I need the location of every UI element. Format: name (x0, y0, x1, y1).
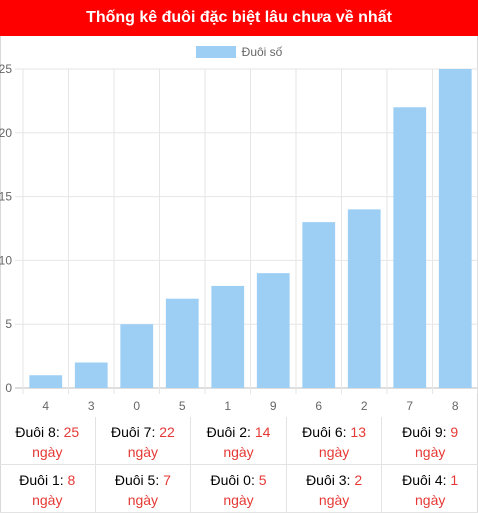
stat-label: Đuôi 0: (210, 472, 255, 488)
x-tick-label: 7 (406, 399, 413, 413)
x-tick-label: 2 (361, 399, 368, 413)
stat-label: Đuôi 8: (15, 424, 60, 440)
stat-value: 7 (163, 472, 171, 488)
x-tick-label: 5 (179, 399, 186, 413)
stat-cell: Đuôi 4: 1 ngày (382, 465, 478, 513)
stat-cell: Đuôi 0: 5 ngày (191, 465, 287, 513)
bar (347, 209, 381, 388)
stat-cell: Đuôi 5: 7 ngày (95, 465, 192, 513)
stat-cell: Đuôi 3: 2 ngày (286, 465, 383, 513)
stat-value: 2 (354, 472, 363, 488)
bar (302, 222, 336, 388)
stat-cell: Đuôi 1: 8 ngày (0, 465, 96, 513)
bar-chart: 0 5 10 15 20 25 4 3 0 5 1 9 6 2 7 8 (0, 62, 478, 413)
stat-cell: Đuôi 6: 13 ngày (286, 417, 383, 465)
stat-value: 25 (63, 424, 80, 440)
bar (393, 107, 427, 388)
bar (74, 362, 108, 388)
stat-unit: ngày (32, 492, 63, 508)
stat-value: 1 (450, 472, 459, 488)
stat-cell: Đuôi 2: 14 ngày (191, 417, 287, 465)
stat-label: Đuôi 7: (110, 424, 156, 440)
bar (211, 285, 245, 388)
x-tick-label: 3 (88, 399, 95, 413)
stat-value: 22 (159, 424, 175, 440)
bar (438, 69, 472, 388)
y-tick-label: 5 (5, 317, 12, 331)
stat-cell: Đuôi 8: 25 ngày (0, 417, 96, 465)
stat-value: 9 (450, 424, 459, 440)
y-tick-label: 0 (5, 381, 12, 395)
x-tick-label: 8 (452, 399, 459, 413)
chart-header: Thống kê đuôi đặc biệt lâu chưa về nhất (0, 0, 478, 36)
stat-label: Đuôi 2: (206, 424, 251, 440)
stat-unit: ngày (318, 492, 350, 508)
x-tick-label: 4 (42, 399, 49, 413)
stat-label: Đuôi 5: (114, 472, 160, 488)
bar (256, 273, 290, 388)
stat-unit: ngày (415, 444, 446, 460)
stat-unit: ngày (318, 444, 350, 460)
stat-unit: ngày (223, 444, 254, 460)
y-tick-label: 15 (0, 190, 12, 204)
legend-swatch (195, 46, 236, 58)
legend-label: Đuôi số (241, 45, 283, 59)
stats-table: Đuôi 8: 25 ngày Đuôi 7: 22 ngày Đuôi 2: 14… (0, 417, 478, 513)
stat-unit: ngày (127, 492, 159, 508)
stat-unit: ngày (415, 492, 446, 508)
stat-label: Đuôi 3: (306, 472, 351, 488)
stat-value: 5 (258, 472, 267, 488)
x-tick-label: 1 (224, 399, 231, 413)
header-title: Thống kê đuôi đặc biệt lâu chưa về nhất (86, 9, 392, 26)
stat-label: Đuôi 4: (402, 472, 447, 488)
stat-value: 14 (254, 424, 271, 440)
x-tick-label: 9 (270, 399, 277, 413)
x-tick-label: 0 (133, 399, 140, 413)
stat-label: Đuôi 9: (402, 424, 447, 440)
y-tick-label: 25 (0, 62, 12, 76)
stat-value: 13 (350, 424, 366, 440)
stat-value: 8 (67, 472, 76, 488)
bar (29, 375, 63, 388)
bar (165, 298, 199, 388)
stat-label: Đuôi 6: (302, 424, 347, 440)
chart-legend[interactable]: Đuôi số (0, 45, 478, 59)
stat-unit: ngày (223, 492, 254, 508)
stat-unit: ngày (127, 444, 159, 460)
y-tick-label: 10 (0, 253, 12, 267)
x-tick-label: 6 (315, 399, 322, 413)
bar (120, 324, 154, 388)
stat-unit: ngày (32, 444, 63, 460)
y-tick-label: 20 (0, 126, 12, 140)
stat-label: Đuôi 1: (19, 472, 64, 488)
stat-cell: Đuôi 9: 9 ngày (382, 417, 478, 465)
stat-cell: Đuôi 7: 22 ngày (95, 417, 192, 465)
